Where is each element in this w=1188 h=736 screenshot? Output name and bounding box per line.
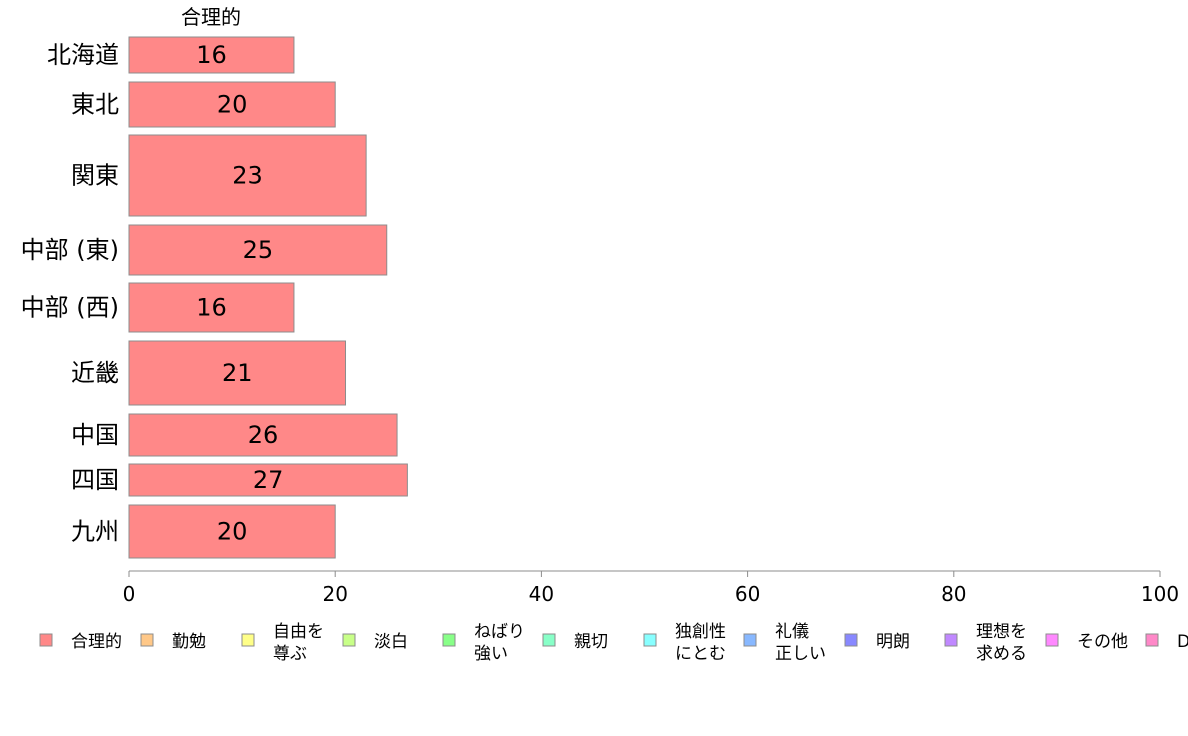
legend-label: 礼儀 xyxy=(775,622,809,642)
bar xyxy=(128,463,408,497)
bar xyxy=(128,224,388,276)
legend-label: 明朗 xyxy=(876,632,910,652)
bar xyxy=(128,504,336,559)
category-label: 中部 (西) xyxy=(21,294,119,322)
legend-label: 尊ぶ xyxy=(273,644,307,664)
bar xyxy=(128,81,336,128)
category-label: 中部 (東) xyxy=(21,236,119,264)
legend-label: 勤勉 xyxy=(172,632,206,652)
x-tick-label: 0 xyxy=(123,582,136,606)
bar-value-label: 16 xyxy=(196,294,227,322)
legend-label: 親切 xyxy=(574,632,608,652)
category-label: 東北 xyxy=(71,91,119,119)
category-label: 近畿 xyxy=(71,359,119,387)
x-tick-label: 20 xyxy=(322,582,347,606)
legend-swatch xyxy=(39,633,53,647)
legend-swatch xyxy=(643,633,657,647)
bar xyxy=(128,282,295,333)
legend-swatch xyxy=(342,633,356,647)
x-tick-label: 100 xyxy=(1141,582,1179,606)
legend-label: 淡白 xyxy=(374,632,408,652)
legend-label: 正しい xyxy=(775,644,826,664)
legend-label: その他 xyxy=(1077,632,1128,652)
legend-swatch xyxy=(844,633,858,647)
legend-label: 独創性 xyxy=(675,622,726,642)
bar-value-label: 27 xyxy=(253,466,284,494)
category-label: 中国 xyxy=(71,421,119,449)
bar-value-label: 23 xyxy=(232,162,263,190)
legend-label: 強い xyxy=(474,644,508,664)
legend-swatch xyxy=(743,633,757,647)
bar-value-label: 21 xyxy=(222,359,253,387)
category-label: 九州 xyxy=(71,518,119,546)
bar-value-label: 25 xyxy=(243,236,274,264)
category-label: 北海道 xyxy=(47,41,119,69)
x-tick-label: 40 xyxy=(529,582,554,606)
legend-swatch xyxy=(1045,633,1059,647)
legend-label: 求める xyxy=(976,644,1027,664)
legend-label: 自由を xyxy=(273,622,324,642)
bars-group: 北海道 16 東北 20 関東 23 中部 (東) 25 中部 (西) 16 近畿 21 中国 26 四国 2… xyxy=(21,36,408,559)
legend-swatch xyxy=(944,633,958,647)
legend-swatch xyxy=(1145,633,1159,647)
legend-swatch xyxy=(140,633,154,647)
bar xyxy=(128,340,347,406)
bar xyxy=(128,134,367,217)
legend-label: 合理的 xyxy=(71,632,122,652)
bar-value-label: 20 xyxy=(217,518,248,546)
legend-swatch xyxy=(241,633,255,647)
legend-label: にとむ xyxy=(675,644,726,664)
bar xyxy=(128,36,295,74)
bar-value-label: 26 xyxy=(248,421,279,449)
column-title: 合理的 xyxy=(181,5,241,29)
category-label: 関東 xyxy=(71,162,119,190)
legend-label: 理想を xyxy=(976,622,1027,642)
category-label: 四国 xyxy=(71,466,119,494)
legend-label: ねばり xyxy=(474,622,525,642)
legend-label: D xyxy=(1177,632,1188,652)
x-tick-label: 80 xyxy=(941,582,966,606)
x-axis: 0 20 40 60 80 100 xyxy=(123,570,1179,606)
legend-swatch xyxy=(542,633,556,647)
x-tick-label: 60 xyxy=(735,582,760,606)
bar xyxy=(128,413,398,457)
bar-value-label: 20 xyxy=(217,91,248,119)
legend-swatch xyxy=(442,633,456,647)
bar-value-label: 16 xyxy=(196,41,227,69)
